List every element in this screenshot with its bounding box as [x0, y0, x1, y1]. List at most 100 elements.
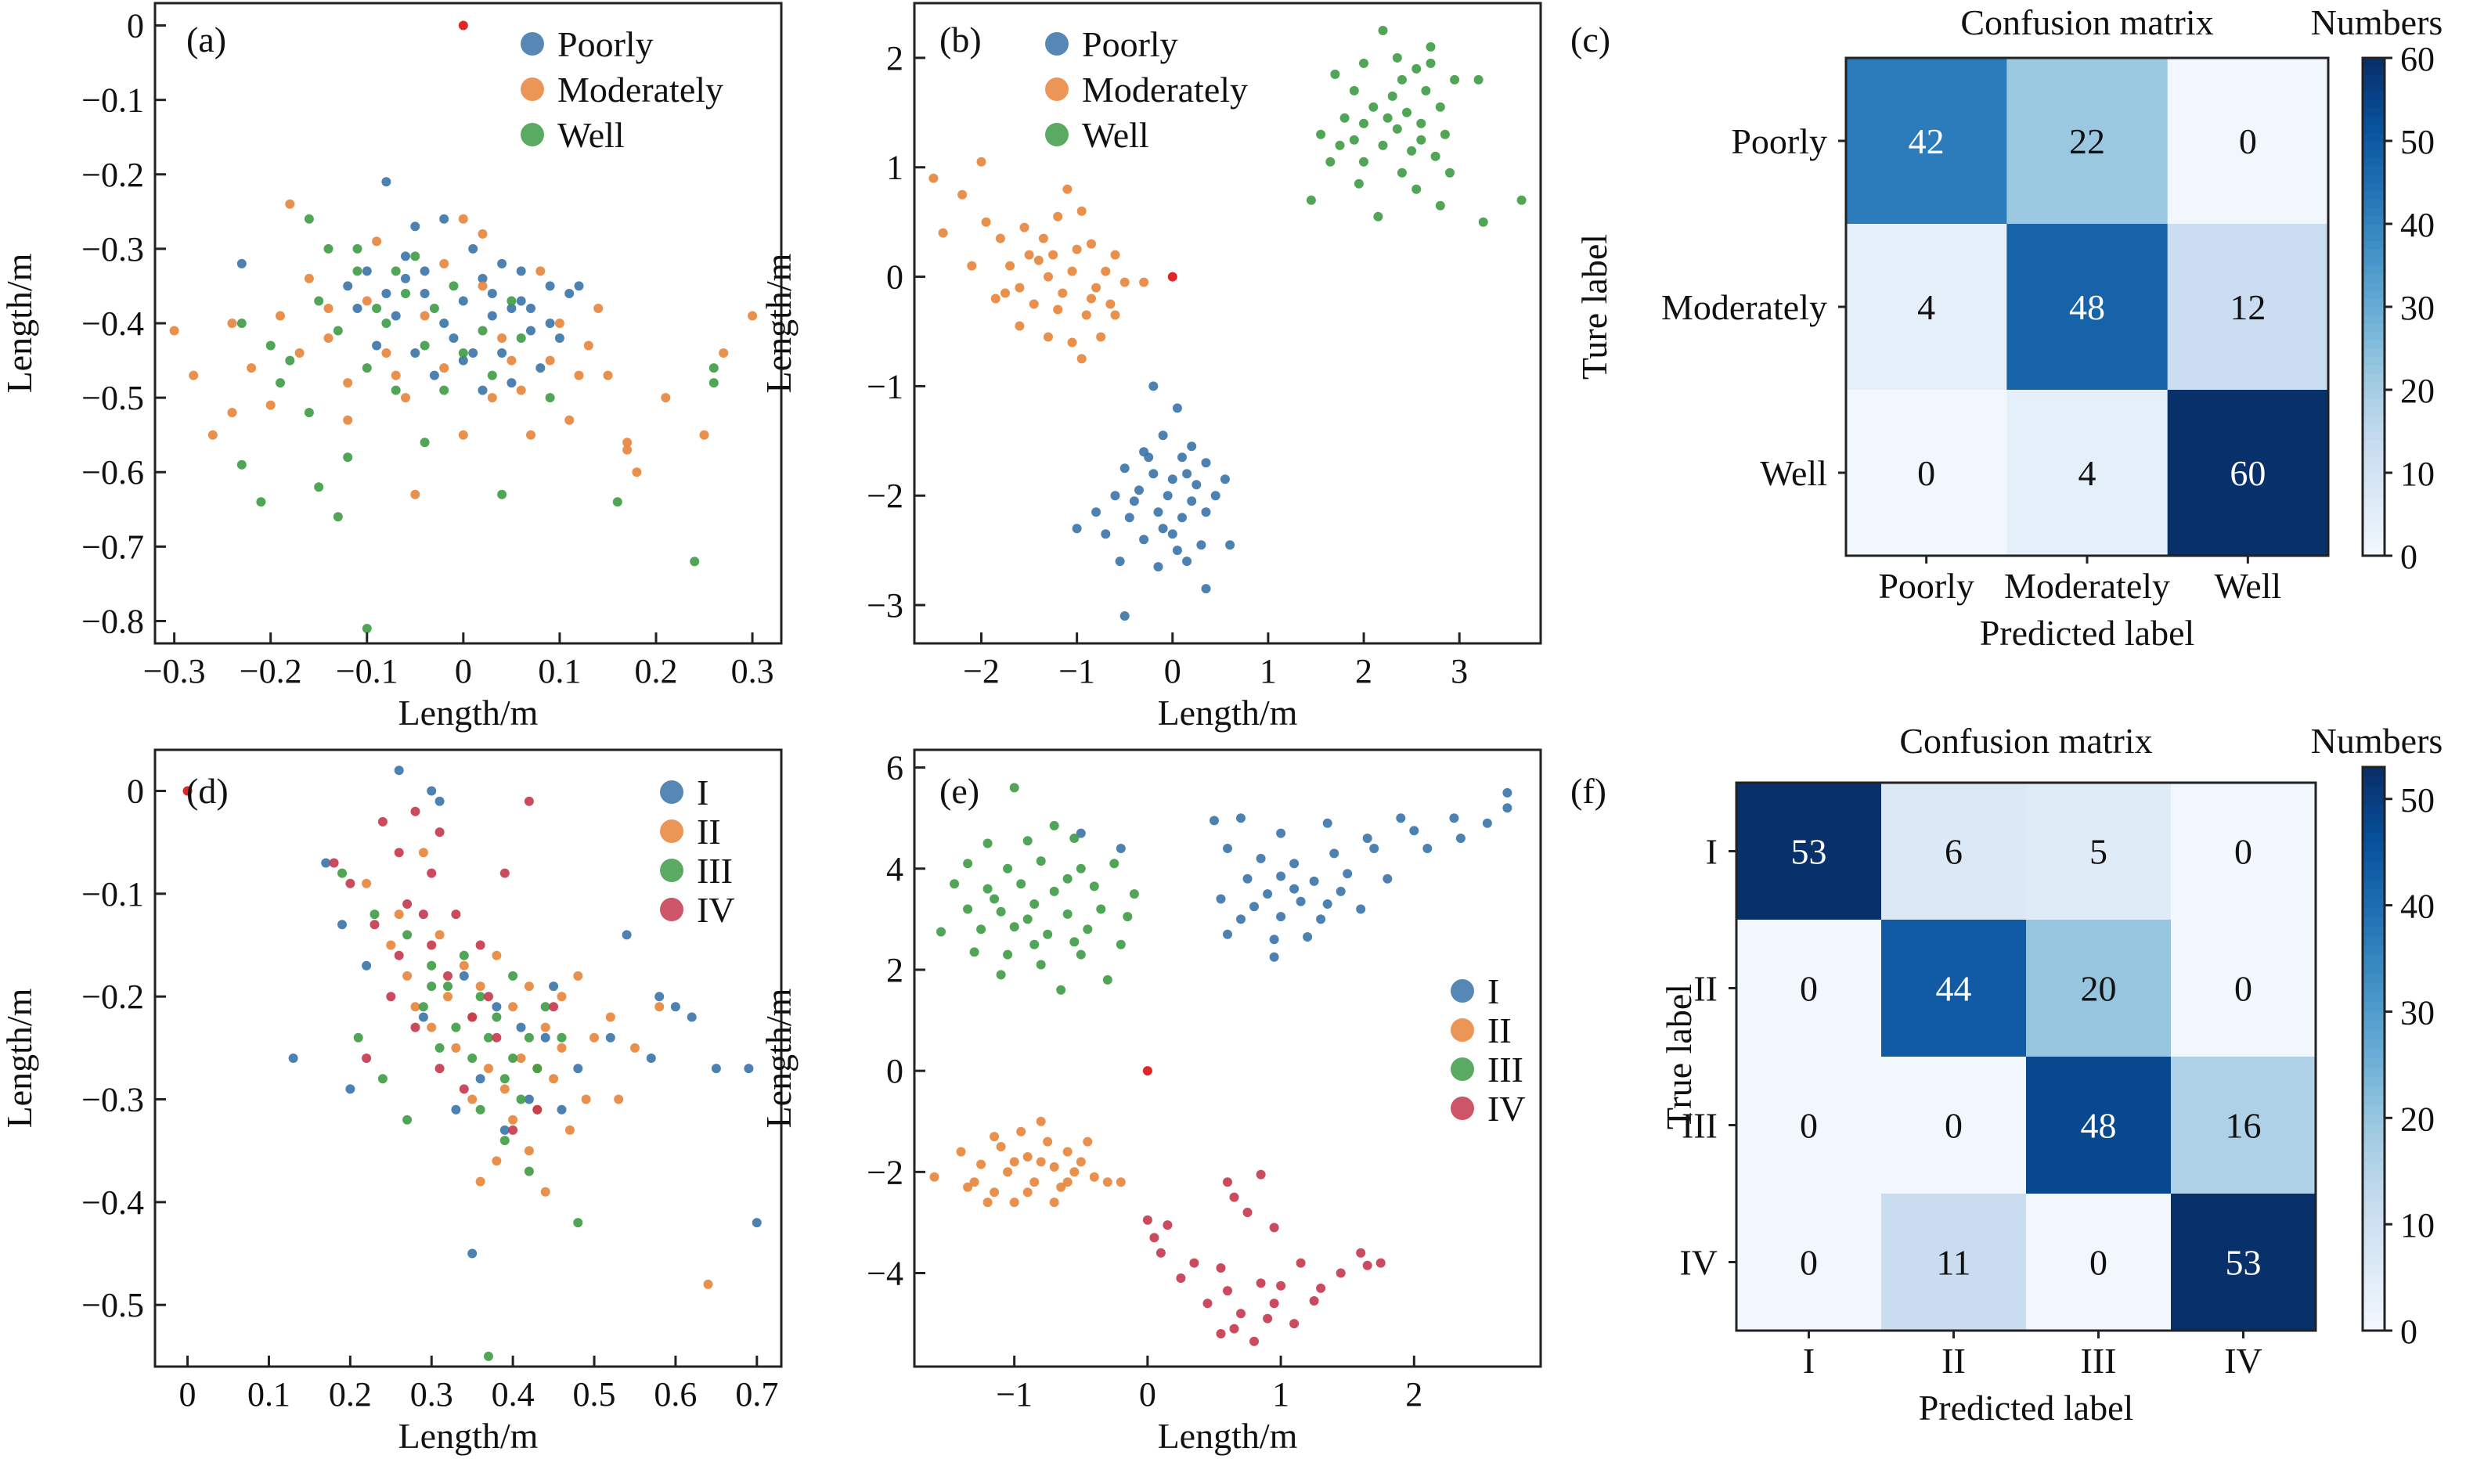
y-tick-label: −2: [867, 1153, 903, 1191]
point-moderately: [1110, 250, 1120, 260]
point-iii: [963, 904, 973, 914]
point-well: [362, 363, 372, 373]
point-iii: [1009, 922, 1019, 932]
point-moderately: [1096, 332, 1106, 342]
point-well: [352, 243, 362, 254]
colorbar-band: [2363, 927, 2385, 937]
point-poorly: [497, 348, 507, 358]
point-well: [1354, 178, 1364, 189]
point-i: [321, 858, 331, 868]
point-ii: [402, 971, 413, 981]
point-iv: [1296, 1258, 1306, 1268]
point-iii: [557, 1032, 567, 1043]
point-well: [1426, 58, 1436, 68]
y-tick-label: −0.8: [81, 602, 144, 640]
point-moderately: [603, 370, 613, 380]
point-iii: [982, 838, 993, 848]
point-ii: [581, 1094, 591, 1104]
colorbar-band: [2363, 348, 2385, 358]
x-tick-label: 0.4: [492, 1375, 535, 1414]
legend-entry: Moderately: [557, 70, 723, 110]
colorbar-band: [2363, 1218, 2385, 1228]
legend-marker: [521, 123, 544, 146]
point-well: [487, 370, 497, 380]
colorbar-band: [2363, 224, 2385, 233]
colorbar-band: [2363, 1312, 2385, 1322]
x-tick-label: 1: [1272, 1375, 1289, 1414]
point-i: [288, 1054, 298, 1063]
x-axis-label: Length/m: [1158, 693, 1298, 733]
point-i: [516, 1022, 526, 1032]
y-tick-label: −0.2: [81, 156, 144, 194]
point-well: [1387, 91, 1397, 101]
point-ii: [605, 1012, 615, 1022]
x-tick-label: 0: [455, 652, 472, 690]
point-moderately: [507, 355, 517, 366]
point-well: [1411, 184, 1422, 194]
point-poorly: [468, 348, 478, 358]
point-poorly: [362, 266, 372, 276]
colorbar-band: [2363, 1058, 2385, 1068]
point-well: [1373, 211, 1383, 222]
legend-marker: [660, 780, 683, 804]
point-iii: [427, 960, 437, 971]
matrix-cells: 42 22 0 4 48 12 0 4 60: [1846, 58, 2329, 556]
point-i: [711, 1064, 721, 1074]
colorbar-band: [2363, 107, 2385, 117]
point-poorly: [401, 251, 410, 261]
x-tick-label: 0.7: [735, 1375, 778, 1414]
point-moderately: [1024, 250, 1034, 260]
colorbar-band: [2363, 431, 2385, 441]
point-moderately: [1087, 239, 1096, 249]
matrix-cell: [2167, 58, 2329, 225]
point-well: [401, 289, 410, 298]
point-well: [333, 512, 343, 522]
point-well: [1359, 157, 1368, 167]
point-iii: [451, 1022, 461, 1032]
point-iii: [1076, 863, 1086, 873]
cell-value: 12: [2230, 287, 2266, 327]
point-moderately: [1044, 332, 1053, 342]
legend-marker: [660, 819, 683, 843]
point-well: [690, 556, 700, 567]
point-moderately: [995, 233, 1005, 243]
point-poorly: [343, 281, 353, 291]
point-moderately: [439, 258, 449, 268]
point-iv: [394, 848, 404, 858]
legend-marker: [1045, 123, 1069, 146]
matrix-cell: [1736, 1057, 1882, 1194]
point-iv: [1336, 1268, 1346, 1278]
matrix-cell: [2026, 1057, 2172, 1194]
point-iii: [484, 1032, 493, 1043]
point-poorly: [1153, 562, 1163, 572]
colorbar-band: [2363, 58, 2385, 67]
y-category-label: Moderately: [1661, 287, 1827, 327]
cell-value: 5: [2089, 832, 2107, 872]
point-poorly: [1201, 458, 1211, 468]
point-i: [1276, 912, 1286, 922]
point-poorly: [1119, 463, 1130, 474]
point-well: [1473, 74, 1484, 85]
point-i: [1336, 886, 1346, 896]
point-moderately: [1038, 233, 1048, 243]
colorbar-band: [2363, 1321, 2385, 1331]
point-ii: [540, 1022, 550, 1032]
point-iv: [1269, 1298, 1279, 1309]
point-ii: [1009, 1157, 1019, 1167]
x-tick-label: 0.3: [731, 652, 774, 690]
point-moderately: [362, 296, 372, 306]
point-well: [429, 304, 439, 313]
point-i: [467, 1248, 478, 1259]
origin-point: [1142, 1066, 1152, 1076]
point-moderately: [574, 370, 584, 380]
point-ii: [1102, 1177, 1112, 1187]
point-iv: [434, 827, 445, 837]
point-well: [1378, 26, 1388, 35]
colorbar-band: [2363, 381, 2385, 391]
colorbar-band: [2363, 489, 2385, 499]
colorbar-band: [2363, 1180, 2385, 1190]
point-iii: [936, 927, 946, 937]
colorbar-band: [2363, 1133, 2385, 1144]
point-moderately: [1053, 211, 1063, 222]
